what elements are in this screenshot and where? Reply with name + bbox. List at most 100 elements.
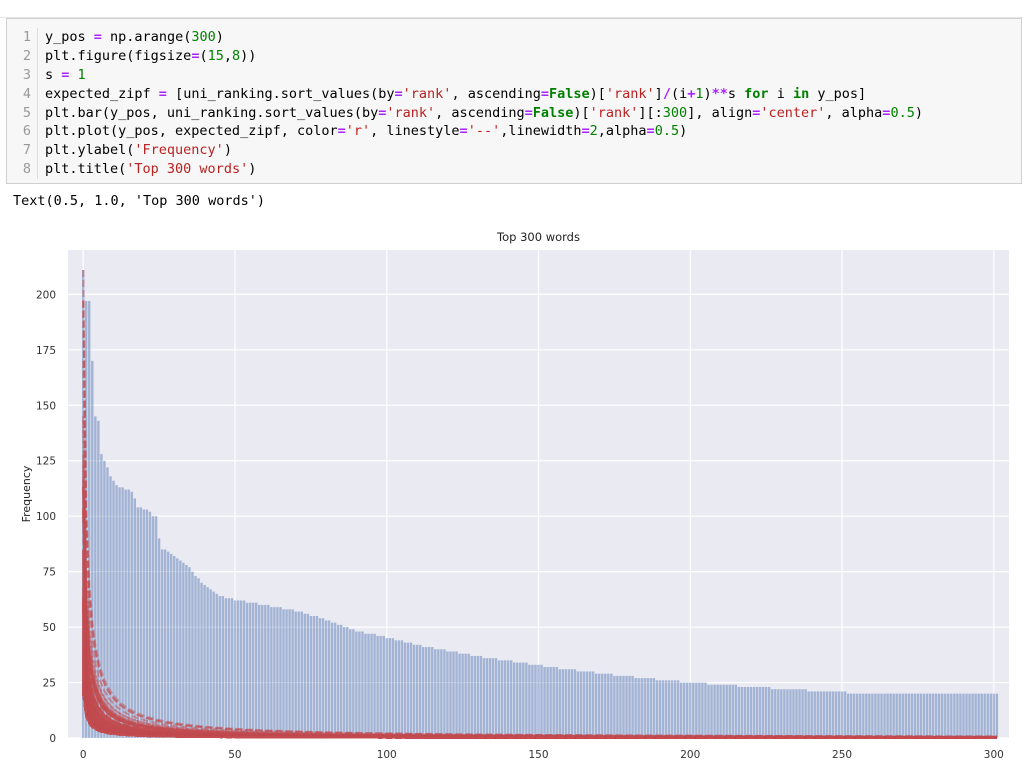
bar — [786, 689, 789, 738]
bar — [652, 678, 656, 738]
bar — [722, 684, 725, 738]
y-tick-label: 75 — [43, 567, 56, 579]
bar — [922, 693, 926, 738]
bar — [871, 693, 874, 738]
bar — [497, 660, 501, 738]
code-editor[interactable]: 1 y_pos = np.arange(300) 2 plt.figure(figsi… — [7, 28, 923, 180]
code-text[interactable]: plt.ylabel('Frequency') — [45, 141, 232, 160]
y-tick-label: 25 — [43, 678, 56, 690]
code-text[interactable]: s = 1 — [45, 66, 86, 85]
code-text[interactable]: plt.bar(y_pos, uni_ranking.sort_values(b… — [45, 104, 923, 123]
bar — [346, 627, 349, 738]
bar — [160, 549, 164, 738]
bar — [959, 693, 962, 738]
code-line[interactable]: 4 expected_zipf = [uni_ranking.sort_value… — [7, 84, 923, 104]
bar — [749, 686, 753, 738]
bar — [194, 576, 197, 738]
bar — [737, 686, 741, 738]
bar — [273, 607, 276, 738]
code-cell[interactable]: 1 y_pos = np.arange(300) 2 plt.figure(figsi… — [6, 18, 1022, 184]
bar — [163, 549, 167, 738]
bar — [364, 633, 367, 738]
code-token: = — [337, 123, 346, 140]
code-text[interactable]: y_pos = np.arange(300) — [45, 28, 224, 47]
bar — [689, 682, 692, 738]
bar — [294, 611, 297, 738]
code-line[interactable]: 8 plt.title('Top 300 words') — [7, 160, 923, 180]
bar — [925, 693, 929, 738]
bar — [676, 680, 680, 738]
bar — [494, 658, 498, 738]
bar — [224, 598, 228, 738]
code-line[interactable]: 3 s = 1 — [7, 65, 923, 85]
bar — [552, 667, 555, 738]
bar — [713, 684, 716, 738]
bar — [318, 618, 322, 738]
code-text[interactable]: plt.plot(y_pos, expected_zipf, color='r'… — [45, 122, 687, 141]
gutter-separator — [37, 141, 38, 161]
code-token: = — [646, 123, 655, 140]
y-tick-label: 125 — [36, 456, 56, 468]
bar — [673, 680, 677, 738]
code-token: )[ — [573, 104, 590, 121]
bar — [300, 611, 303, 738]
code-text[interactable]: plt.title('Top 300 words') — [45, 160, 256, 179]
bar — [780, 689, 783, 738]
bar — [983, 693, 986, 738]
code-token: False — [532, 104, 574, 121]
bar — [655, 680, 659, 738]
bar — [907, 693, 911, 738]
code-text[interactable]: expected_zipf = [uni_ranking.sort_values… — [45, 85, 866, 104]
bar — [221, 596, 225, 738]
code-line[interactable]: 2 plt.figure(figsize=(15,8)) — [7, 46, 923, 66]
bar — [944, 693, 947, 738]
bar — [931, 693, 935, 738]
code-line[interactable]: 5 plt.bar(y_pos, uni_ranking.sort_values(… — [7, 103, 923, 123]
bar — [248, 602, 252, 738]
bar — [764, 686, 768, 738]
bar — [901, 693, 904, 738]
bar — [643, 678, 646, 738]
line-number: 3 — [22, 66, 31, 83]
bar — [230, 598, 234, 738]
bar — [315, 616, 319, 738]
bar — [877, 693, 880, 738]
bar — [336, 624, 340, 738]
bar — [185, 564, 188, 738]
code-token: 'center' — [760, 104, 826, 121]
x-tick-label: 0 — [80, 749, 87, 761]
code-text[interactable]: plt.figure(figsize=(15,8)) — [45, 47, 256, 66]
bar — [373, 633, 376, 738]
bar — [358, 631, 361, 738]
code-token: 1 — [695, 85, 704, 102]
bar — [755, 686, 759, 738]
bar-chart: 0 50 100 150 200 250 300 0 25 50 75 100 125 150 175 200… — [20, 230, 1009, 761]
code-token: = — [378, 104, 387, 121]
code-line[interactable]: 6 plt.plot(y_pos, expected_zipf, color='r… — [7, 122, 923, 142]
code-token: 'rank' — [386, 104, 436, 121]
code-token: ) — [703, 85, 712, 102]
bar — [570, 669, 574, 738]
bar — [995, 693, 999, 738]
bar — [774, 689, 777, 738]
bar — [385, 638, 388, 738]
code-token: ) — [248, 161, 257, 178]
code-line[interactable]: 1 y_pos = np.arange(300) — [7, 28, 923, 47]
bar — [886, 693, 889, 738]
bar — [339, 624, 343, 738]
code-token: )) — [240, 47, 257, 64]
bar — [546, 667, 549, 738]
bar — [579, 671, 583, 738]
bar — [291, 609, 294, 738]
bar — [801, 689, 804, 738]
code-token: y_pos] — [809, 85, 867, 102]
code-token: = — [459, 123, 468, 140]
code-line[interactable]: 7 plt.ylabel('Frequency') — [7, 141, 923, 161]
code-token: plt.figure(figsize — [45, 47, 192, 64]
bar — [251, 602, 255, 738]
bar — [516, 662, 519, 738]
bar — [783, 689, 786, 738]
y-tick-label: 175 — [36, 345, 56, 357]
bar — [667, 680, 671, 738]
bar — [628, 675, 631, 738]
